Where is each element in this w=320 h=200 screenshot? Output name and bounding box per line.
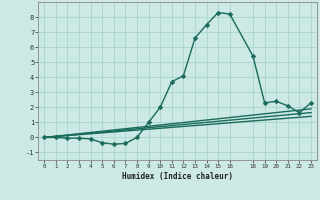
X-axis label: Humidex (Indice chaleur): Humidex (Indice chaleur) <box>122 172 233 181</box>
